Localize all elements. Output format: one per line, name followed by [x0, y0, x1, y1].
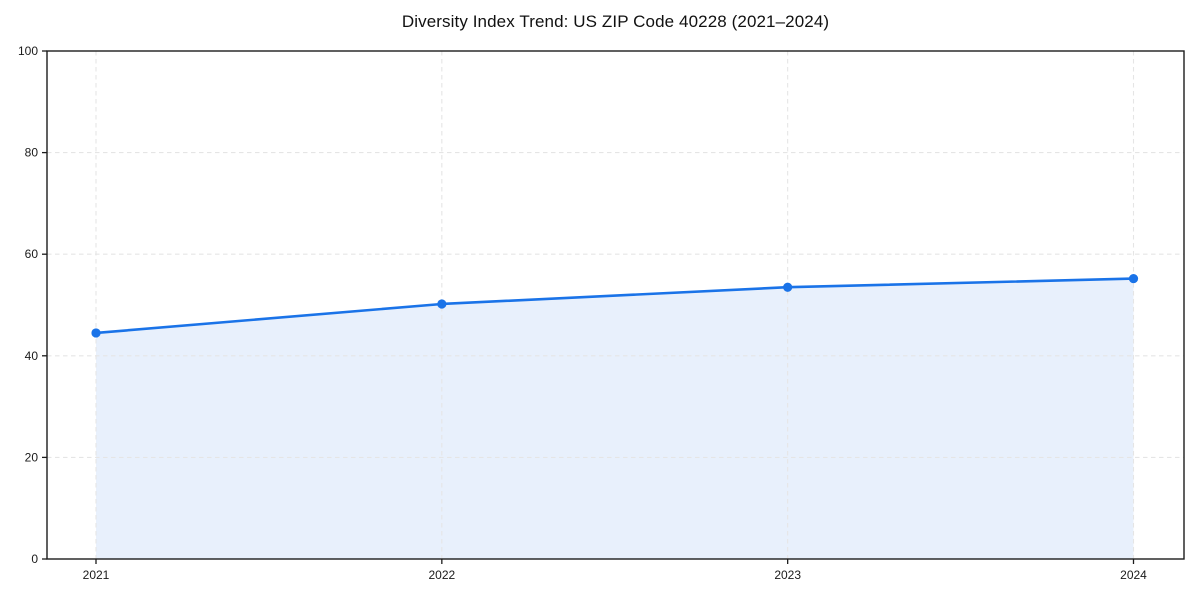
- data-point-marker: [437, 299, 447, 309]
- plot-frame: [46, 50, 1185, 560]
- x-tick-label: 2024: [1120, 568, 1147, 582]
- data-point-marker: [91, 328, 101, 338]
- chart-title: Diversity Index Trend: US ZIP Code 40228…: [401, 12, 830, 31]
- data-point-marker: [1128, 273, 1139, 284]
- y-tick-label: 100: [18, 44, 38, 58]
- y-tick-label: 60: [25, 247, 39, 261]
- data-point-marker: [783, 282, 793, 292]
- area-fill: [96, 278, 1134, 559]
- y-tick-label: 40: [25, 349, 39, 363]
- x-tick-label: 2022: [428, 568, 455, 582]
- y-tick-label: 0: [31, 552, 38, 566]
- x-tick-label: 2023: [774, 568, 801, 582]
- y-tick-label: 20: [25, 450, 39, 464]
- x-tick-label: 2021: [83, 568, 110, 582]
- y-tick-label: 80: [25, 146, 39, 160]
- trend-line: [94, 277, 1135, 335]
